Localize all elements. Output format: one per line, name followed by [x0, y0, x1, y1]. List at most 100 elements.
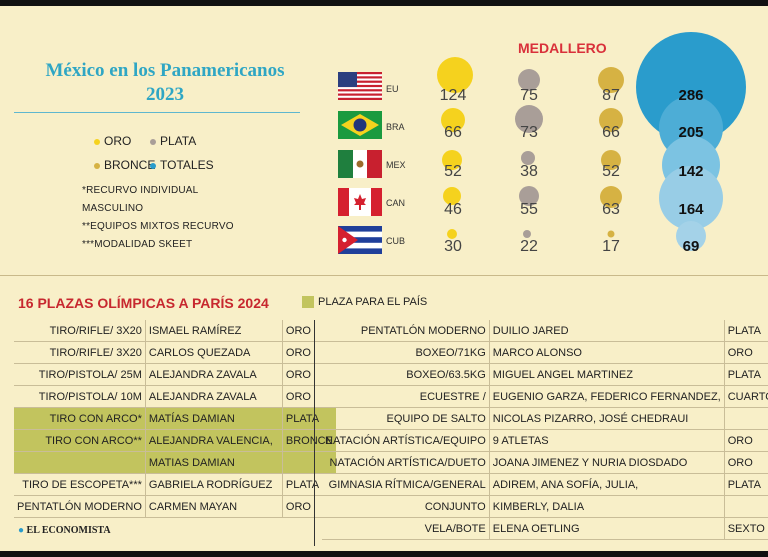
page-title: México en los Panamericanos	[45, 60, 285, 81]
cell-athlete: ALEJANDRA ZAVALA	[145, 363, 283, 386]
cell-sport: BOXEO/71KG	[322, 341, 490, 364]
cell-athlete: MARCO ALONSO	[489, 341, 725, 364]
note-4: ***MODALIDAD SKEET	[82, 239, 193, 250]
cell-athlete: MATÍAS DAMIAN	[145, 407, 283, 430]
cell-sport: EQUIPO DE SALTO	[322, 407, 490, 430]
cell-sport: BOXEO/63.5KG	[322, 363, 490, 386]
bronce-eu: 87	[602, 87, 620, 104]
bronze-bubble-mex	[601, 150, 621, 170]
total-bra: 205	[678, 124, 704, 141]
plata-bra: 73	[520, 124, 538, 141]
table-row: ECUESTRE / EUGENIO GARZA, FEDERICO FERNAN…	[322, 385, 768, 408]
bronze-dot-icon	[94, 162, 100, 169]
plaza-legend-swatch	[302, 296, 314, 308]
oro-can: 46	[444, 201, 462, 218]
bronce-bra: 66	[602, 124, 620, 141]
legend-totales: TOTALES	[150, 158, 214, 172]
silver-bubble-cub	[523, 230, 531, 238]
cell-sport: ECUESTRE /	[322, 385, 490, 408]
cell-result: ORO	[724, 341, 768, 364]
bronze-bubble-eu	[598, 67, 624, 93]
plaza-legend-label: PLAZA PARA EL PAÍS	[318, 296, 428, 308]
table-row: MATIAS DAMIAN	[14, 451, 336, 474]
cell-result: SEXTO LUGAR	[724, 517, 768, 540]
total-can: 164	[678, 201, 704, 218]
cell-athlete: JOANA JIMENEZ Y NURIA DIOSDADO	[489, 451, 725, 474]
cell-athlete: ADIREM, ANA SOFÍA, JULIA,	[489, 473, 725, 496]
medallero-title: MEDALLERO	[518, 40, 607, 56]
gold-bubble-mex	[442, 150, 462, 170]
silver-dot-icon	[150, 138, 156, 145]
bronce-cub: 17	[602, 238, 620, 255]
table-row: GIMNASIA RÍTMICA/GENERAL ADIREM, ANA SOFÍ…	[322, 473, 768, 496]
cell-athlete: ELENA OETLING	[489, 517, 725, 540]
table-row: TIRO/PISTOLA/ 25M ALEJANDRA ZAVALA ORO	[14, 363, 336, 386]
column-divider	[314, 320, 315, 546]
cell-athlete: ALEJANDRA VALENCIA,	[145, 429, 283, 452]
total-dot-icon	[150, 162, 156, 169]
cell-sport	[14, 451, 146, 474]
bronze-bubble-cub	[607, 230, 615, 238]
bottom-border	[0, 551, 768, 557]
plata-cub: 22	[520, 238, 538, 255]
cell-athlete: NICOLAS PIZARRO, JOSÉ CHEDRAUI	[489, 407, 725, 430]
cell-sport: TIRO/RIFLE/ 3X20	[14, 320, 146, 342]
table-row: TIRO DE ESCOPETA*** GABRIELA RODRÍGUEZ PLA…	[14, 473, 336, 496]
country-code-can: CAN	[386, 198, 406, 208]
plazas-left-table: TIRO/RIFLE/ 3X20 ISMAEL RAMÍREZ ORO TIRO/RI…	[14, 320, 336, 518]
table-row: TIRO/PISTOLA/ 10M ALEJANDRA ZAVALA ORO	[14, 385, 336, 408]
table-row: BOXEO/71KG MARCO ALONSO ORO	[322, 341, 768, 364]
table-row: BOXEO/63.5KG MIGUEL ANGEL MARTINEZ PLATA	[322, 363, 768, 386]
top-border	[0, 0, 768, 6]
legend-bronce: BRONCE	[94, 158, 155, 172]
gold-bubble-bra	[441, 108, 465, 132]
title-divider	[14, 112, 300, 113]
country-code-eu: EU	[386, 84, 399, 94]
medal-bubbles	[437, 32, 746, 251]
cell-athlete: ISMAEL RAMÍREZ	[145, 320, 283, 342]
cell-sport: TIRO CON ARCO**	[14, 429, 146, 452]
cell-athlete: 9 ATLETAS	[489, 429, 725, 452]
section-divider	[0, 275, 768, 276]
plazas-right-table: PENTATLÓN MODERNO DUILIO JARED PLATA BOXEO/…	[322, 320, 768, 540]
country-code-bra: BRA	[386, 122, 405, 132]
table-row: PENTATLÓN MODERNO DUILIO JARED PLATA	[322, 320, 768, 342]
note-2: MASCULINO	[82, 203, 144, 214]
oro-mex: 52	[444, 163, 462, 180]
table-row: TIRO/RIFLE/ 3X20 CARLOS QUEZADA ORO	[14, 341, 336, 364]
table-row: TIRO CON ARCO** ALEJANDRA VALENCIA, BRONCE	[14, 429, 336, 452]
oro-eu: 124	[439, 87, 467, 104]
bronce-can: 63	[602, 201, 620, 218]
cell-athlete: EUGENIO GARZA, FEDERICO FERNANDEZ,	[489, 385, 725, 408]
cell-athlete: CARMEN MAYAN	[145, 495, 283, 518]
cell-result: ORO	[724, 451, 768, 474]
country-code-mex: MEX	[386, 160, 406, 170]
cell-sport: TIRO DE ESCOPETA***	[14, 473, 146, 496]
cell-athlete: CARLOS QUEZADA	[145, 341, 283, 364]
cell-athlete: KIMBERLY, DALIA	[489, 495, 725, 518]
total-bubble-cub	[676, 221, 706, 251]
cell-result	[724, 407, 768, 430]
cell-result: PLATA	[724, 363, 768, 386]
plata-eu: 75	[520, 87, 538, 104]
total-bubble-can	[659, 166, 723, 230]
cell-sport: TIRO/PISTOLA/ 25M	[14, 363, 146, 386]
cell-athlete: DUILIO JARED	[489, 320, 725, 342]
bronze-bubble-can	[600, 186, 622, 208]
table-row: TIRO/RIFLE/ 3X20 ISMAEL RAMÍREZ ORO	[14, 320, 336, 342]
brazil-flag-icon	[338, 111, 382, 139]
cell-athlete: MATIAS DAMIAN	[145, 451, 283, 474]
usa-flag-icon	[338, 72, 382, 100]
cuba-flag-icon	[338, 226, 382, 254]
legend-plata: PLATA	[150, 134, 196, 148]
total-mex: 142	[678, 163, 704, 180]
cell-athlete: ALEJANDRA ZAVALA	[145, 385, 283, 408]
silver-bubble-eu	[518, 69, 540, 91]
mexico-flag-icon	[338, 150, 382, 178]
plazas-title: 16 PLAZAS OLÍMPICAS A PARÍS 2024	[18, 295, 269, 311]
total-eu: 286	[678, 87, 704, 104]
cell-sport: VELA/BOTE	[322, 517, 490, 540]
page-subtitle-year: 2023	[146, 84, 184, 105]
